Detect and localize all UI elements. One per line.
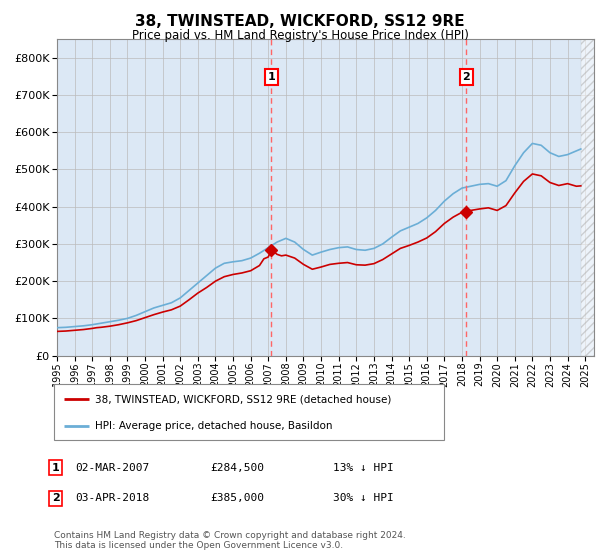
Text: 1: 1 (52, 463, 59, 473)
Text: £284,500: £284,500 (210, 463, 264, 473)
Text: 1: 1 (268, 72, 275, 82)
Text: 38, TWINSTEAD, WICKFORD, SS12 9RE (detached house): 38, TWINSTEAD, WICKFORD, SS12 9RE (detac… (95, 394, 391, 404)
Text: 2: 2 (52, 493, 59, 503)
FancyBboxPatch shape (54, 384, 444, 440)
Text: Price paid vs. HM Land Registry's House Price Index (HPI): Price paid vs. HM Land Registry's House … (131, 29, 469, 42)
Text: 02-MAR-2007: 02-MAR-2007 (75, 463, 149, 473)
Text: 03-APR-2018: 03-APR-2018 (75, 493, 149, 503)
Text: £385,000: £385,000 (210, 493, 264, 503)
Text: Contains HM Land Registry data © Crown copyright and database right 2024.
This d: Contains HM Land Registry data © Crown c… (54, 531, 406, 550)
Text: 13% ↓ HPI: 13% ↓ HPI (333, 463, 394, 473)
Text: 2: 2 (463, 72, 470, 82)
Text: HPI: Average price, detached house, Basildon: HPI: Average price, detached house, Basi… (95, 421, 332, 431)
Text: 30% ↓ HPI: 30% ↓ HPI (333, 493, 394, 503)
Text: 38, TWINSTEAD, WICKFORD, SS12 9RE: 38, TWINSTEAD, WICKFORD, SS12 9RE (135, 14, 465, 29)
